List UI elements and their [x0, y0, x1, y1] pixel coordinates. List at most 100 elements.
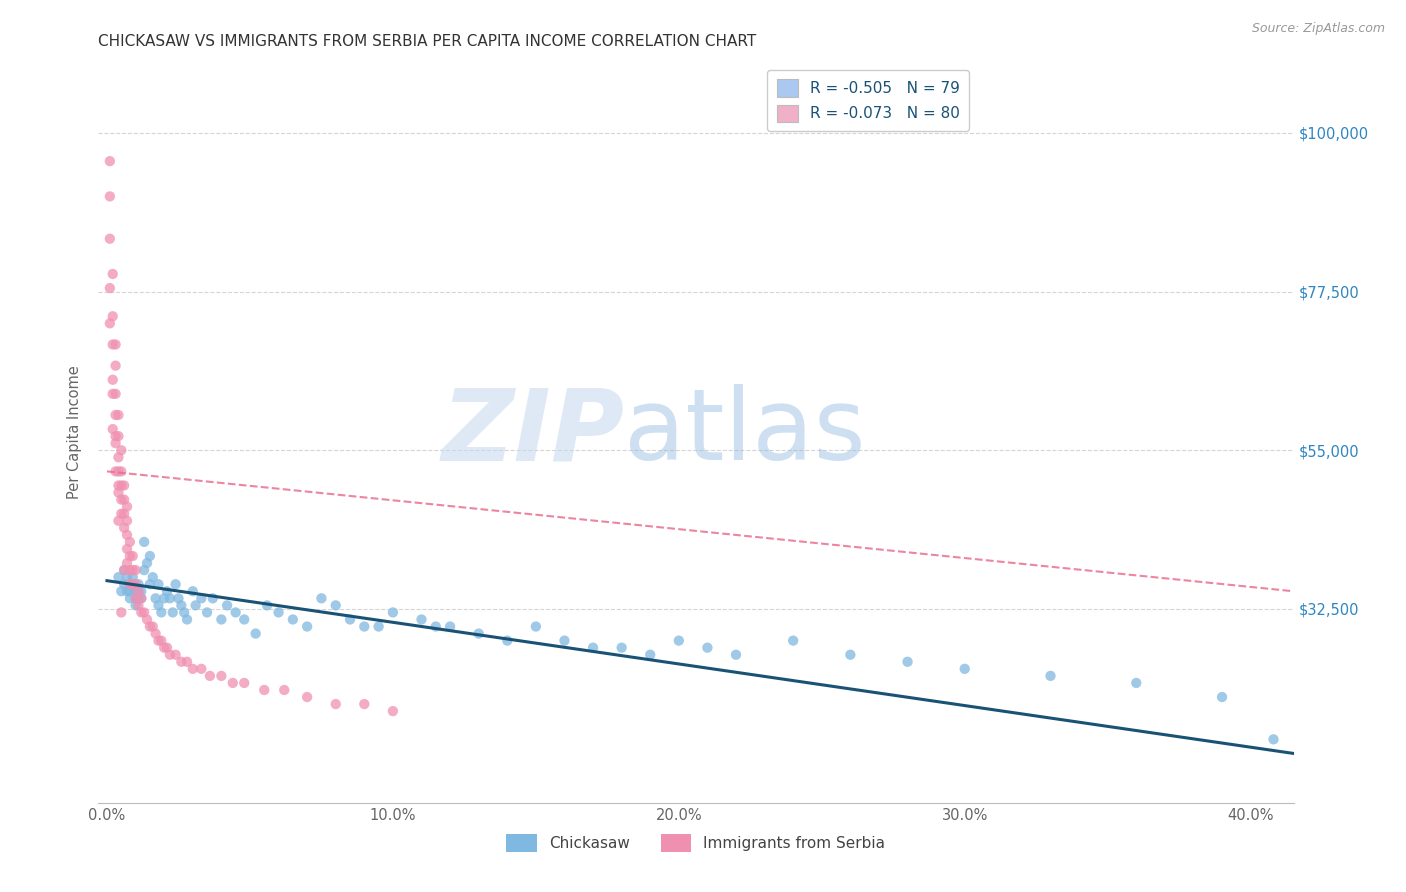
Point [136, 612, 159, 626]
Point [233, 612, 256, 626]
Point [134, 535, 156, 549]
Point [150, 606, 173, 620]
Point [953, 662, 976, 676]
Point [353, 619, 375, 633]
Point [131, 584, 153, 599]
Point [553, 633, 575, 648]
Point [107, 429, 129, 443]
Point [1039, 669, 1062, 683]
Point [101, 337, 124, 351]
Point [107, 478, 129, 492]
Point [638, 648, 661, 662]
Point [98, 189, 121, 203]
Point [121, 570, 143, 584]
Point [118, 577, 141, 591]
Point [127, 584, 149, 599]
Point [165, 577, 187, 591]
Point [181, 584, 204, 599]
Point [115, 514, 138, 528]
Point [148, 577, 170, 591]
Point [110, 584, 132, 599]
Point [233, 676, 256, 690]
Text: ZIP: ZIP [441, 384, 624, 481]
Point [281, 612, 304, 626]
Point [115, 570, 138, 584]
Point [145, 591, 167, 606]
Point [222, 676, 245, 690]
Point [217, 599, 239, 613]
Point [104, 464, 127, 478]
Point [115, 584, 138, 599]
Point [145, 626, 167, 640]
Y-axis label: Per Capita Income: Per Capita Income [67, 366, 83, 500]
Point [353, 697, 375, 711]
Point [173, 606, 195, 620]
Point [110, 606, 132, 620]
Point [256, 599, 278, 613]
Point [115, 556, 138, 570]
Point [411, 612, 433, 626]
Point [131, 591, 153, 606]
Point [101, 267, 124, 281]
Point [325, 599, 347, 613]
Point [142, 570, 165, 584]
Point [782, 633, 804, 648]
Point [104, 387, 127, 401]
Point [98, 154, 121, 169]
Point [136, 556, 159, 570]
Point [496, 633, 519, 648]
Point [295, 619, 318, 633]
Point [381, 704, 404, 718]
Point [209, 612, 232, 626]
Point [110, 478, 132, 492]
Point [245, 626, 267, 640]
Point [139, 619, 162, 633]
Point [118, 591, 141, 606]
Point [696, 640, 718, 655]
Point [112, 521, 135, 535]
Point [201, 591, 224, 606]
Point [115, 500, 138, 514]
Point [225, 606, 247, 620]
Point [104, 408, 127, 422]
Point [124, 584, 146, 599]
Point [98, 316, 121, 330]
Point [124, 563, 146, 577]
Point [339, 612, 361, 626]
Point [295, 690, 318, 704]
Point [101, 422, 124, 436]
Point [253, 683, 276, 698]
Point [153, 591, 176, 606]
Point [127, 591, 149, 606]
Point [273, 683, 295, 698]
Point [134, 606, 156, 620]
Text: atlas: atlas [624, 384, 866, 481]
Point [107, 450, 129, 465]
Point [110, 492, 132, 507]
Point [159, 591, 181, 606]
Point [896, 655, 918, 669]
Point [524, 619, 547, 633]
Point [101, 387, 124, 401]
Point [127, 599, 149, 613]
Point [112, 563, 135, 577]
Point [124, 591, 146, 606]
Point [131, 591, 153, 606]
Point [582, 640, 605, 655]
Point [107, 485, 129, 500]
Point [439, 619, 461, 633]
Point [127, 577, 149, 591]
Point [134, 563, 156, 577]
Point [170, 655, 193, 669]
Point [176, 655, 198, 669]
Point [190, 662, 212, 676]
Point [118, 577, 141, 591]
Point [165, 648, 187, 662]
Point [159, 648, 181, 662]
Point [101, 373, 124, 387]
Point [121, 577, 143, 591]
Point [104, 429, 127, 443]
Point [139, 577, 162, 591]
Point [112, 563, 135, 577]
Point [176, 612, 198, 626]
